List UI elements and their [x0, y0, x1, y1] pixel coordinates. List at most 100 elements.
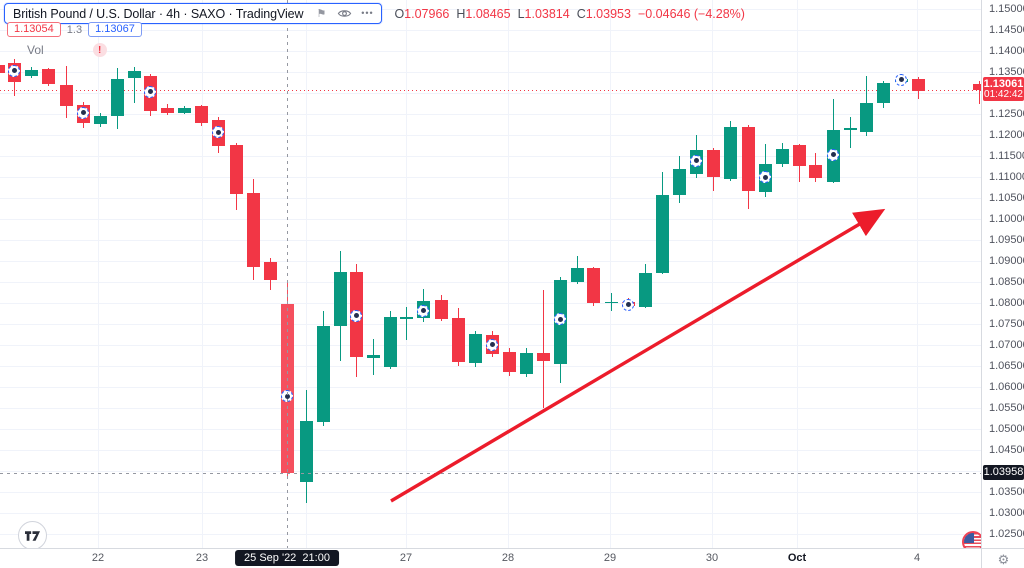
- horizontal-gridline: [0, 303, 981, 304]
- candle[interactable]: [434, 300, 448, 319]
- price-tick-label: 1.10000: [989, 213, 1024, 225]
- horizontal-gridline: [0, 30, 981, 31]
- candle[interactable]: [93, 115, 107, 124]
- horizontal-gridline: [0, 156, 981, 157]
- price-tick-label: 1.05000: [989, 423, 1024, 435]
- candle[interactable]: [299, 420, 313, 482]
- horizontal-gridline: [0, 429, 981, 430]
- trend-arrow-drawing[interactable]: [0, 0, 981, 548]
- candle[interactable]: [0, 64, 5, 73]
- event-marker[interactable]: [417, 304, 429, 317]
- candle[interactable]: [316, 325, 330, 423]
- candle[interactable]: [655, 194, 669, 273]
- candle[interactable]: [638, 272, 652, 308]
- candle[interactable]: [333, 272, 347, 326]
- event-marker[interactable]: [827, 148, 839, 161]
- candle[interactable]: [399, 317, 413, 319]
- us-flag-icon[interactable]: [962, 531, 981, 548]
- horizontal-gridline: [0, 282, 981, 283]
- event-marker[interactable]: [212, 126, 224, 139]
- candle[interactable]: [110, 79, 124, 116]
- horizontal-gridline: [0, 492, 981, 493]
- flag-icon[interactable]: ⚑: [316, 8, 327, 20]
- symbol-legend[interactable]: British Pound / U.S. Dollar · 4h · SAXO …: [4, 3, 383, 24]
- time-tick-label: 23: [195, 552, 209, 564]
- candle[interactable]: [604, 301, 618, 304]
- candle[interactable]: [59, 84, 73, 106]
- candle[interactable]: [468, 333, 482, 364]
- candle[interactable]: [706, 150, 720, 178]
- candle[interactable]: [911, 78, 925, 91]
- event-marker[interactable]: [759, 171, 771, 184]
- ohlc-change-value: −0.04646 (−4.28%): [637, 6, 745, 21]
- price-tick-label: 1.15000: [989, 3, 1024, 15]
- price-tick-label: 1.07000: [989, 339, 1024, 351]
- candle[interactable]: [859, 102, 873, 132]
- candle[interactable]: [366, 354, 380, 359]
- volume-indicator-legend[interactable]: Vol !: [27, 43, 107, 57]
- event-marker[interactable]: [690, 154, 702, 167]
- candle[interactable]: [41, 69, 55, 84]
- crosshair-horizontal-line: [0, 473, 981, 474]
- candle[interactable]: [451, 317, 465, 363]
- horizontal-gridline: [0, 72, 981, 73]
- candle[interactable]: [519, 352, 533, 375]
- candle[interactable]: [672, 168, 686, 195]
- price-tick-label: 1.11000: [989, 171, 1024, 183]
- candle[interactable]: [24, 70, 38, 76]
- event-marker[interactable]: [895, 73, 907, 86]
- candle[interactable]: [160, 107, 174, 113]
- ask-button[interactable]: 1.13067: [88, 22, 142, 37]
- candle[interactable]: [177, 107, 191, 113]
- event-marker[interactable]: [77, 106, 89, 119]
- candle[interactable]: [536, 352, 550, 361]
- event-marker[interactable]: [622, 298, 634, 311]
- event-marker[interactable]: [8, 64, 20, 77]
- candle[interactable]: [246, 193, 260, 268]
- more-options-icon[interactable]: •••: [361, 8, 374, 18]
- candle[interactable]: [775, 149, 789, 164]
- price-tick-label: 1.04500: [989, 444, 1024, 456]
- price-tick-label: 1.10500: [989, 192, 1024, 204]
- horizontal-gridline: [0, 93, 981, 94]
- event-marker[interactable]: [554, 313, 566, 326]
- vertical-gridline: [406, 0, 407, 548]
- candle[interactable]: [792, 145, 806, 166]
- horizontal-gridline: [0, 198, 981, 199]
- tradingview-logo-glyph: [25, 530, 40, 541]
- vertical-gridline: [202, 0, 203, 548]
- event-marker[interactable]: [486, 338, 498, 351]
- event-marker[interactable]: [144, 85, 156, 98]
- tradingview-logo[interactable]: [18, 521, 47, 548]
- chart-plot-area[interactable]: [0, 0, 981, 548]
- current-price-badge: 1.13061 01:42:42: [983, 77, 1024, 101]
- candle[interactable]: [723, 127, 737, 180]
- price-tick-label: 1.13500: [989, 66, 1024, 78]
- horizontal-gridline: [0, 324, 981, 325]
- eye-icon[interactable]: [336, 6, 352, 22]
- candle[interactable]: [194, 106, 208, 123]
- candle-wick: [849, 117, 851, 148]
- event-marker[interactable]: [350, 309, 362, 322]
- candle[interactable]: [586, 267, 600, 303]
- candle[interactable]: [229, 144, 243, 194]
- ohlc-low-label: L: [517, 6, 525, 21]
- candle[interactable]: [972, 84, 981, 91]
- price-axis[interactable]: 1.150001.145001.140001.135001.130001.125…: [981, 0, 1024, 548]
- candle[interactable]: [383, 317, 397, 368]
- horizontal-gridline: [0, 450, 981, 451]
- candle[interactable]: [263, 262, 277, 281]
- candle[interactable]: [843, 128, 857, 130]
- candle[interactable]: [808, 165, 822, 179]
- candle[interactable]: [876, 82, 890, 103]
- candle[interactable]: [502, 352, 516, 373]
- time-axis[interactable]: 22 23 27 28 29 30 Oct 4 25 Sep '22 21:00: [0, 548, 981, 568]
- candle[interactable]: [127, 70, 141, 78]
- candle[interactable]: [741, 127, 755, 191]
- price-tick-label: 1.12500: [989, 108, 1024, 120]
- bid-button[interactable]: 1.13054: [7, 22, 61, 37]
- candle[interactable]: [570, 267, 584, 283]
- candle-wick: [405, 307, 407, 341]
- settings-gear-icon[interactable]: ⚙: [997, 551, 1010, 567]
